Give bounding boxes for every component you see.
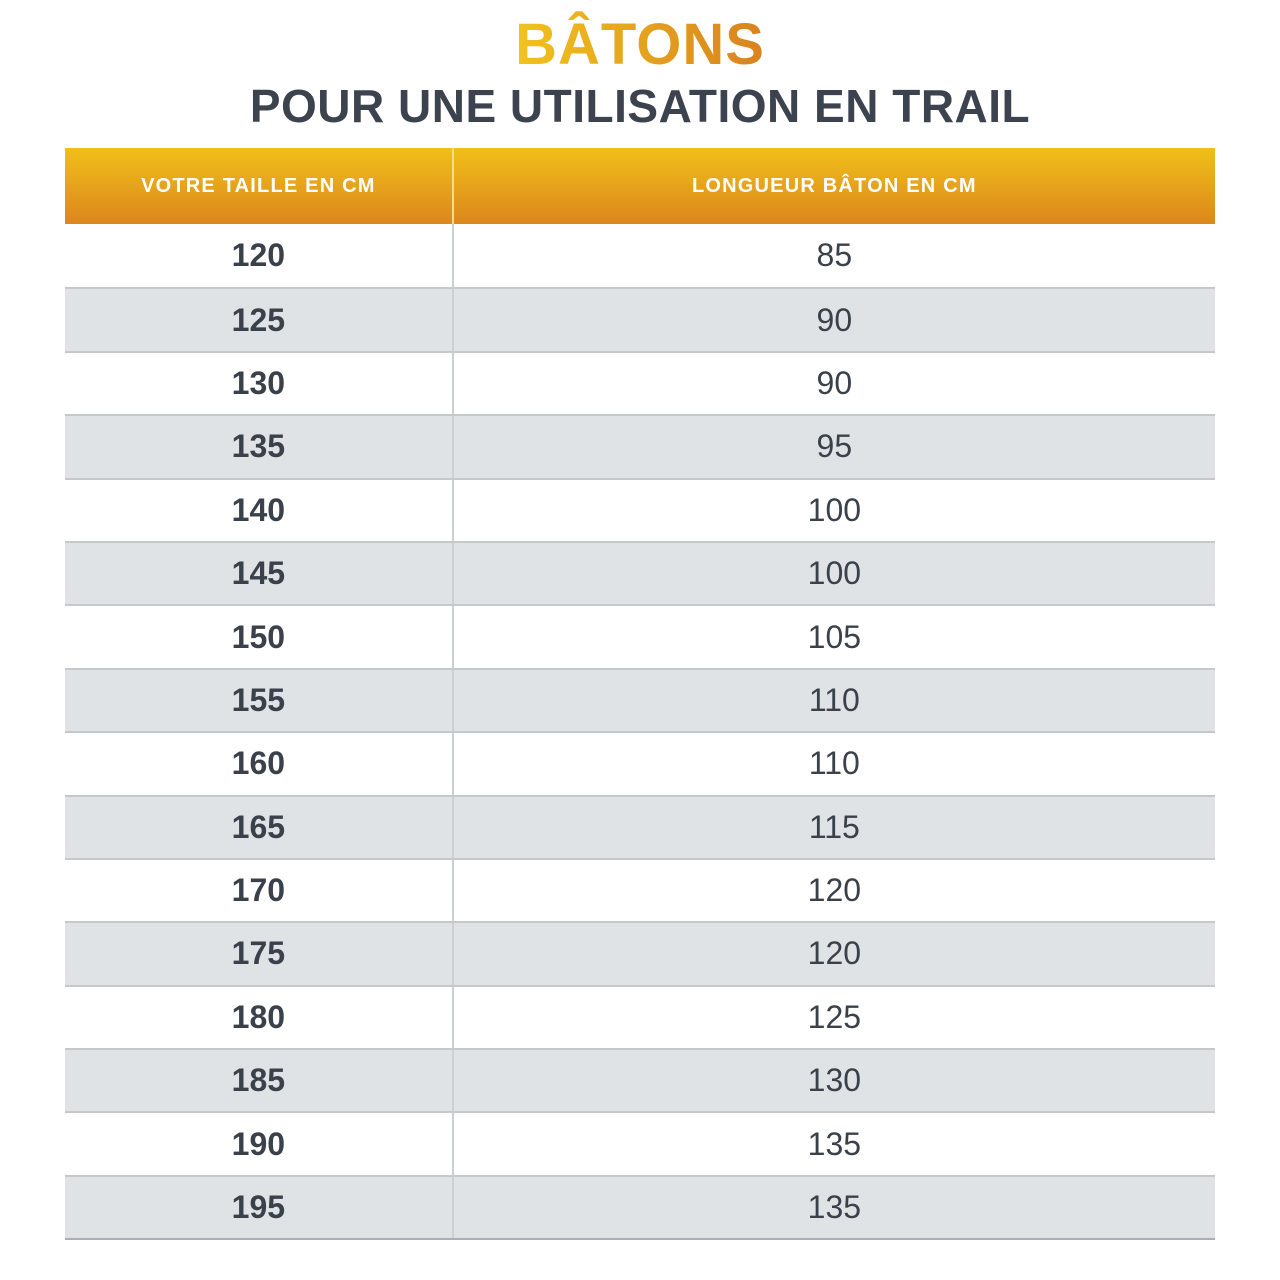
pole-length-cell: 110 [808, 681, 860, 718]
height-cell: 145 [65, 542, 454, 605]
height-cell: 160 [65, 733, 454, 795]
table-row: 180 125 [65, 984, 1215, 1049]
table-row: 175 120 [65, 921, 1215, 985]
height-cell: 170 [65, 859, 454, 922]
height-cell: 150 [65, 606, 454, 668]
table-header-row: VOTRE TAILLE EN CM LONGUEUR BÂTON EN CM [65, 148, 1215, 224]
height-cell: 155 [65, 669, 454, 732]
table-row: 120 85 [65, 224, 1215, 288]
pole-length-cell: 85 [816, 237, 853, 274]
height-cell: 120 [65, 224, 454, 288]
pole-length-cell: 105 [807, 618, 862, 655]
height-cell: 130 [65, 352, 454, 415]
height-cell: 190 [65, 1113, 454, 1175]
pole-length-cell: 120 [807, 872, 862, 909]
table-row: 135 95 [65, 414, 1215, 478]
height-cell: 135 [65, 416, 454, 478]
table-row: 130 90 [65, 350, 1215, 415]
pole-length-cell: 95 [816, 428, 853, 465]
table-row: 125 90 [65, 287, 1215, 351]
height-cell: 195 [65, 1176, 454, 1239]
table-body: 120 85 125 90 130 90 135 95 140 100 145 100 150 105 15… [65, 224, 1215, 1239]
table-row: 160 110 [65, 731, 1215, 795]
table-row: 170 120 [65, 857, 1215, 922]
pole-length-cell: 135 [807, 1189, 862, 1226]
pole-length-cell: 100 [807, 555, 862, 592]
height-cell: 165 [65, 796, 454, 858]
pole-length-cell: 100 [807, 491, 862, 528]
table-row: 140 100 [65, 477, 1215, 541]
pole-length-cell: 90 [816, 364, 853, 401]
table-row: 190 135 [65, 1111, 1215, 1175]
height-cell: 180 [65, 986, 454, 1049]
height-cell: 175 [65, 923, 454, 985]
pole-length-cell: 110 [808, 745, 860, 782]
pole-sizing-table: VOTRE TAILLE EN CM LONGUEUR BÂTON EN CM … [65, 148, 1215, 1241]
page-title: BÂTONS [515, 0, 765, 78]
pole-length-cell: 120 [807, 935, 862, 972]
column-header-your-height: VOTRE TAILLE EN CM [65, 148, 454, 224]
column-header-pole-length: LONGUEUR BÂTON EN CM [691, 174, 977, 197]
pole-length-cell: 115 [808, 808, 860, 845]
table-row: 155 110 [65, 667, 1215, 732]
pole-length-cell: 125 [807, 998, 862, 1035]
table-row: 150 105 [65, 604, 1215, 668]
page-subtitle: POUR UNE UTILISATION EN TRAIL [249, 80, 1031, 132]
pole-length-cell: 130 [807, 1062, 862, 1099]
height-cell: 125 [65, 289, 454, 351]
pole-length-cell: 135 [807, 1125, 862, 1162]
height-cell: 140 [65, 479, 454, 541]
table-row: 145 100 [65, 540, 1215, 605]
table-row: 195 135 [65, 1174, 1215, 1239]
table-row: 165 115 [65, 794, 1215, 858]
pole-length-cell: 90 [816, 301, 853, 338]
height-cell: 185 [65, 1050, 454, 1112]
table-row: 185 130 [65, 1048, 1215, 1112]
